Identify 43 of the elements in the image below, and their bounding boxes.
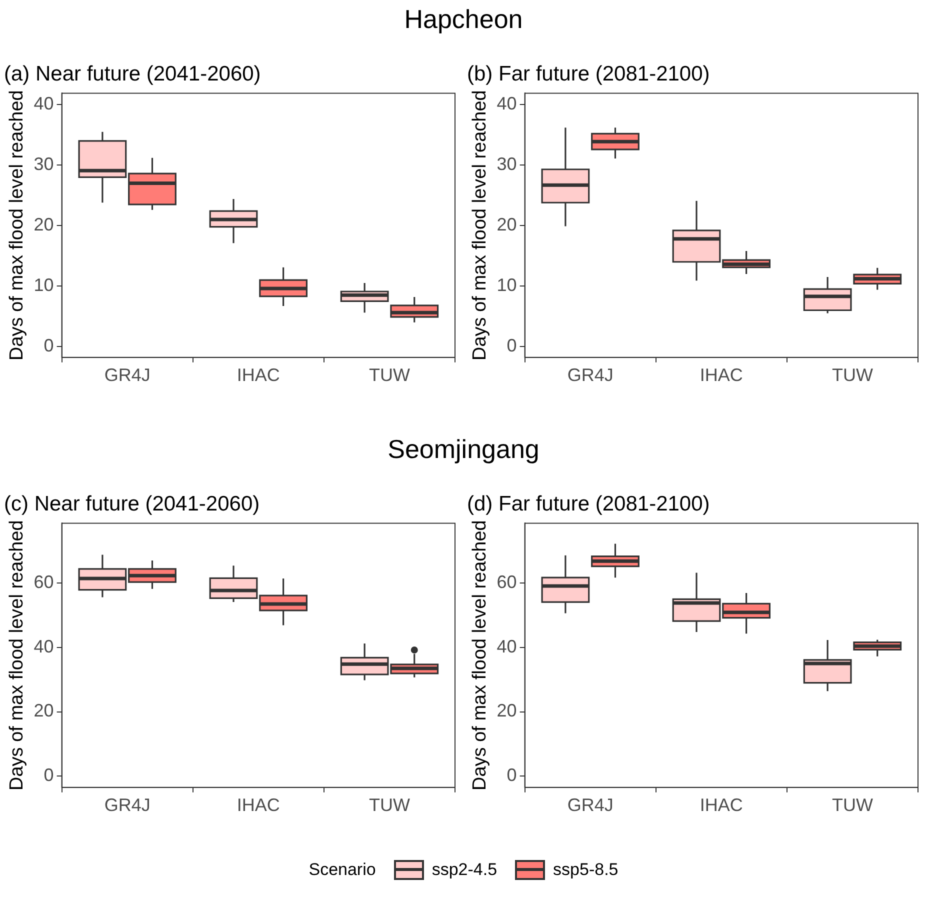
x-tick-label: IHAC xyxy=(236,365,280,386)
y-tick-label: 10 xyxy=(34,275,54,296)
x-tick-label: GR4J xyxy=(567,365,614,386)
chart-title: (d) Far future (2081-2100) xyxy=(467,492,710,516)
x-tick-label: TUW xyxy=(832,365,873,386)
chart-title: (b) Far future (2081-2100) xyxy=(467,62,710,86)
x-tick-label: IHAC xyxy=(700,795,743,816)
y-tick-label: 40 xyxy=(496,636,517,656)
x-tick-label: TUW xyxy=(832,795,873,816)
x-tick-label: GR4J xyxy=(104,795,150,816)
x-tick-label: TUW xyxy=(368,795,410,816)
y-tick-label: 40 xyxy=(496,94,517,114)
x-tick-label: IHAC xyxy=(236,795,280,816)
legend-title: Scenario xyxy=(308,860,376,880)
y-tick-label: 0 xyxy=(506,765,517,786)
y-axis-title: Days of max flood level reached xyxy=(6,90,28,360)
text: Hapcheon xyxy=(403,4,524,35)
x-tick-label: TUW xyxy=(368,365,410,386)
text: Seomjingang xyxy=(386,434,540,465)
y-axis-title: Days of max flood level reached xyxy=(6,520,28,790)
y-axis-title: Days of max flood level reached xyxy=(470,90,491,360)
y-tick-label: 30 xyxy=(34,154,54,174)
y-tick-label: 0 xyxy=(44,335,54,356)
y-tick-label: 40 xyxy=(34,636,54,656)
x-tick-label: GR4J xyxy=(567,795,614,816)
x-tick-label: GR4J xyxy=(104,365,150,386)
x-tick-label: IHAC xyxy=(700,365,743,386)
y-tick-label: 60 xyxy=(34,572,54,592)
legend-label: ssp2-4.5 xyxy=(432,860,498,880)
y-tick-label: 0 xyxy=(44,765,54,786)
chart-title: (c) Near future (2041-2060) xyxy=(4,492,260,516)
y-tick-label: 20 xyxy=(34,700,54,721)
y-tick-label: 20 xyxy=(496,700,517,721)
y-tick-label: 20 xyxy=(496,214,517,235)
y-tick-label: 20 xyxy=(34,214,54,235)
y-tick-label: 10 xyxy=(496,275,517,296)
y-tick-label: 0 xyxy=(506,335,517,356)
y-axis-title: Days of max flood level reached xyxy=(470,520,491,790)
legend-label: ssp5-8.5 xyxy=(553,860,618,880)
y-tick-label: 30 xyxy=(496,154,517,174)
chart-title: (a) Near future (2041-2060) xyxy=(4,62,261,86)
y-tick-label: 60 xyxy=(496,572,517,592)
y-tick-label: 40 xyxy=(34,94,54,114)
